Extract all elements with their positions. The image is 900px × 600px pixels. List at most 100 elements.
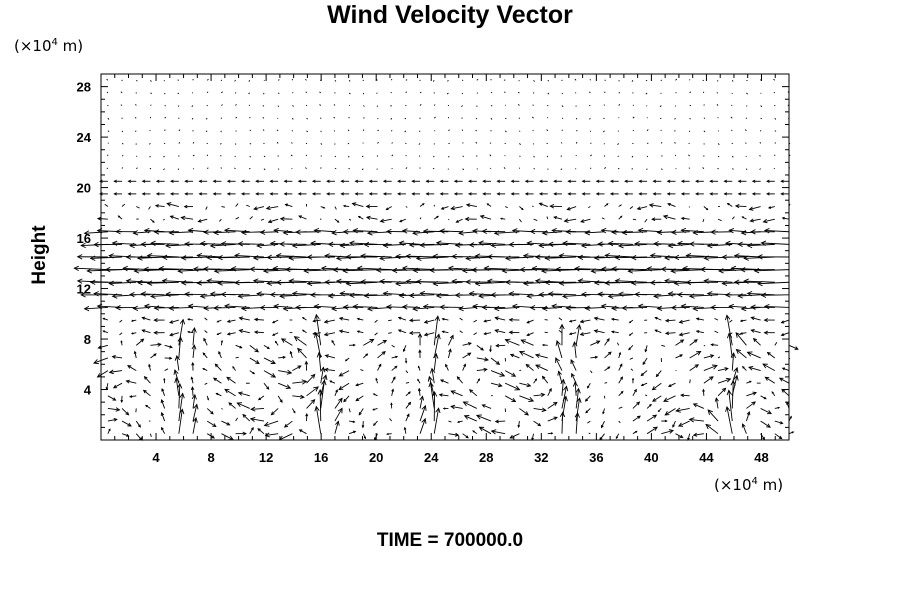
vector-point (178, 117, 180, 119)
vector-arrow (320, 143, 323, 145)
vector-arrow (239, 317, 250, 321)
vector-arrowhead (170, 192, 174, 196)
vector-arrow (604, 351, 612, 359)
vector-arrowhead (494, 329, 499, 333)
vector-arrowhead (234, 279, 240, 286)
vector-arrowhead (547, 241, 554, 247)
vector-arrow (221, 293, 250, 296)
vector-arrowhead (293, 336, 300, 342)
vector-arrow (503, 167, 506, 169)
vector-arrowhead (217, 254, 223, 261)
vector-arrow (263, 382, 270, 390)
vector-arrowhead (631, 377, 635, 381)
vector-arrowhead (751, 192, 756, 196)
vector-arrowhead (794, 346, 799, 350)
vector-arrowhead (544, 279, 550, 286)
vector-arrowhead (421, 404, 427, 411)
vector-arrow (181, 281, 208, 284)
vector-arrow (319, 104, 322, 106)
vector-arrow (126, 380, 137, 384)
vector-arrow (107, 117, 110, 120)
vector-arrow (574, 382, 577, 396)
vector-arrow (376, 168, 378, 170)
vector-arrowhead (180, 215, 186, 221)
vector-arrowhead (158, 266, 164, 272)
vector-arrowhead (238, 316, 244, 321)
vector-arrowhead (595, 192, 600, 196)
vector-arrowhead (646, 266, 652, 272)
vector-arrowhead (282, 305, 289, 312)
vector-arrowhead (567, 179, 571, 183)
vector-arrowhead (486, 203, 489, 206)
vector-arrow (135, 104, 137, 106)
vector-arrow (320, 130, 322, 133)
vector-arrowhead (610, 317, 615, 321)
vector-arrow (717, 368, 729, 372)
vector-arrow (163, 80, 165, 82)
vector-arrowhead (126, 433, 130, 437)
vector-arrow (561, 105, 564, 108)
vector-arrow (253, 206, 265, 210)
vector-point (703, 155, 705, 157)
vector-arrowhead (209, 243, 216, 249)
vector-arrowhead (741, 216, 744, 219)
vector-arrow (358, 408, 364, 416)
vector-arrowhead (211, 435, 215, 439)
vector-arrowhead (528, 397, 535, 403)
vector-arrow (404, 130, 407, 133)
vector-arrowhead (190, 386, 195, 391)
vector-arrow (523, 281, 548, 285)
vector-arrow (348, 80, 351, 82)
vector-arrowhead (621, 229, 628, 236)
vector-arrow (338, 382, 350, 390)
vector-arrowhead (398, 292, 405, 299)
vector-arrow (535, 354, 548, 359)
vector-arrow (745, 155, 747, 158)
vector-arrowhead (538, 192, 543, 196)
vector-arrow (386, 206, 392, 210)
vector-arrowhead (468, 242, 475, 248)
vector-arrow (177, 168, 180, 171)
vector-arrowhead (369, 338, 375, 344)
vector-arrowhead (455, 219, 459, 223)
vector-arrowhead (465, 203, 471, 208)
vector-arrow (731, 80, 734, 82)
vector-arrowhead (482, 192, 486, 196)
vector-arrow (121, 433, 129, 437)
vector-arrowhead (385, 207, 389, 211)
vector-arrowhead (432, 280, 439, 287)
vector-arrowhead (323, 367, 329, 372)
vector-arrow (760, 395, 767, 400)
vector-arrow (418, 388, 421, 396)
vector-arrowhead (412, 267, 419, 274)
vector-arrow (558, 317, 563, 321)
vector-arrowhead (493, 230, 500, 236)
vector-arrowhead (524, 411, 529, 416)
vector-arrowhead (458, 230, 464, 236)
vector-arrowhead (479, 214, 485, 219)
vector-arrowhead (682, 265, 688, 272)
vector-arrowhead (132, 305, 139, 311)
vector-arrow (249, 216, 253, 220)
vector-arrowhead (649, 280, 656, 286)
vector-arrowhead (93, 291, 99, 297)
vector-arrow (585, 408, 591, 413)
vector-arrowhead (191, 344, 197, 350)
vector-arrowhead (83, 305, 90, 312)
vector-arrowhead (141, 329, 146, 333)
vector-arrowhead (76, 278, 83, 284)
vector-arrowhead (286, 369, 293, 375)
vector-point (234, 92, 237, 94)
vector-arrow (178, 269, 208, 272)
vector-arrow (589, 91, 591, 94)
vector-arrow (218, 256, 250, 259)
vector-arrow (346, 281, 378, 285)
vector-arrow (271, 408, 279, 415)
vector-arrowhead (419, 290, 425, 297)
vector-arrowhead (670, 268, 676, 274)
vector-arrow (325, 255, 350, 258)
vector-arrow (689, 91, 692, 94)
vector-arrow (661, 430, 674, 435)
vector-arrowhead (196, 253, 203, 259)
vector-arrow (650, 281, 676, 284)
